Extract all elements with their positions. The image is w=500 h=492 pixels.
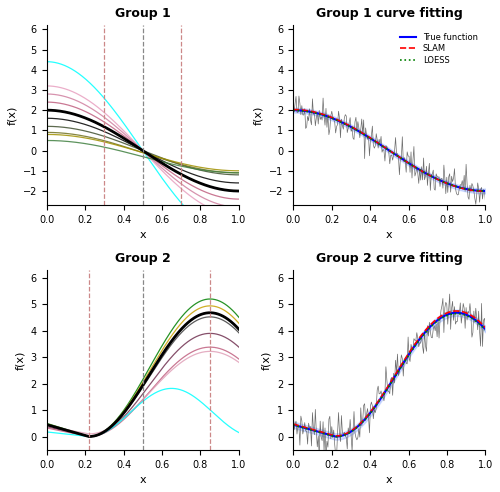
True function bbox=[290, 422, 296, 428]
SLAM bbox=[468, 312, 474, 318]
Line: SLAM: SLAM bbox=[293, 110, 486, 191]
X-axis label: x: x bbox=[386, 475, 392, 485]
Title: Group 2: Group 2 bbox=[115, 251, 170, 265]
SLAM bbox=[342, 431, 348, 437]
LOESS bbox=[466, 186, 472, 192]
X-axis label: x: x bbox=[140, 230, 146, 241]
SLAM bbox=[482, 188, 488, 194]
SLAM bbox=[326, 431, 332, 437]
LOESS bbox=[290, 422, 296, 428]
Y-axis label: f(x): f(x) bbox=[254, 106, 264, 125]
LOESS bbox=[342, 432, 348, 438]
True function bbox=[342, 431, 348, 437]
True function bbox=[302, 425, 308, 431]
Title: Group 1 curve fitting: Group 1 curve fitting bbox=[316, 7, 462, 20]
True function bbox=[326, 114, 332, 120]
SLAM bbox=[298, 107, 304, 113]
True function bbox=[342, 121, 347, 126]
SLAM bbox=[474, 317, 480, 323]
True function bbox=[482, 326, 488, 332]
Line: True function: True function bbox=[293, 313, 486, 436]
Legend: True function, SLAM, LOESS: True function, SLAM, LOESS bbox=[396, 30, 482, 68]
SLAM bbox=[466, 187, 472, 193]
SLAM bbox=[302, 424, 308, 430]
LOESS bbox=[482, 188, 488, 194]
Y-axis label: f(x): f(x) bbox=[262, 350, 272, 369]
SLAM bbox=[298, 423, 304, 429]
LOESS bbox=[298, 108, 304, 114]
SLAM bbox=[302, 107, 308, 113]
True function bbox=[466, 186, 472, 192]
LOESS bbox=[454, 310, 460, 316]
SLAM bbox=[454, 308, 460, 314]
LOESS bbox=[332, 434, 338, 440]
True function bbox=[298, 424, 304, 430]
True function bbox=[474, 319, 480, 325]
True function bbox=[326, 432, 332, 438]
LOESS bbox=[326, 114, 332, 120]
SLAM bbox=[290, 107, 296, 113]
True function bbox=[468, 314, 474, 320]
True function bbox=[454, 310, 460, 316]
True function bbox=[298, 108, 304, 114]
Line: LOESS: LOESS bbox=[293, 111, 486, 191]
True function bbox=[290, 107, 296, 113]
SLAM bbox=[482, 325, 488, 331]
LOESS bbox=[482, 327, 488, 333]
True function bbox=[302, 108, 308, 114]
LOESS bbox=[302, 108, 308, 114]
True function bbox=[473, 187, 479, 193]
Title: Group 1: Group 1 bbox=[115, 7, 170, 20]
SLAM bbox=[290, 421, 296, 427]
LOESS bbox=[290, 108, 296, 114]
X-axis label: x: x bbox=[386, 230, 392, 241]
LOESS bbox=[302, 425, 308, 431]
LOESS bbox=[298, 424, 304, 430]
Line: True function: True function bbox=[293, 110, 486, 191]
Line: SLAM: SLAM bbox=[293, 311, 486, 436]
Title: Group 2 curve fitting: Group 2 curve fitting bbox=[316, 251, 462, 265]
Y-axis label: f(x): f(x) bbox=[7, 106, 17, 125]
Y-axis label: f(x): f(x) bbox=[15, 350, 25, 369]
SLAM bbox=[473, 188, 479, 194]
SLAM bbox=[332, 433, 338, 439]
True function bbox=[332, 433, 338, 439]
LOESS bbox=[326, 432, 332, 438]
SLAM bbox=[326, 113, 332, 119]
LOESS bbox=[473, 187, 479, 193]
Line: LOESS: LOESS bbox=[293, 313, 486, 437]
LOESS bbox=[342, 121, 347, 127]
SLAM bbox=[342, 120, 347, 126]
LOESS bbox=[474, 320, 480, 326]
LOESS bbox=[468, 315, 474, 321]
X-axis label: x: x bbox=[140, 475, 146, 485]
True function bbox=[482, 188, 488, 194]
